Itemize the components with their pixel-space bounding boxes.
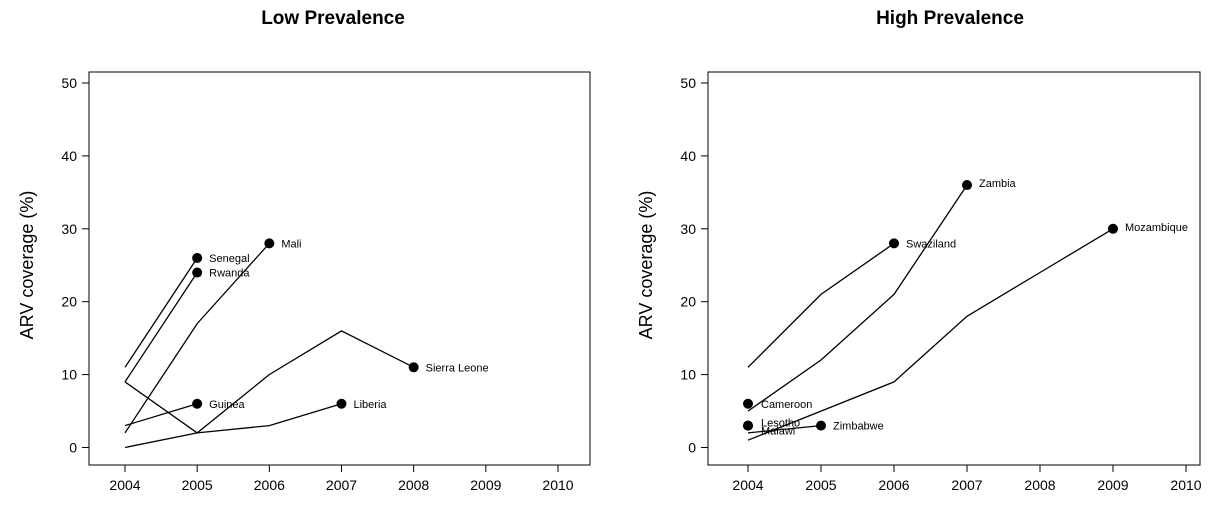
y-axis-label: ARV coverage (%) [17,191,37,340]
x-tick-label: 2008 [1024,477,1055,493]
series-endpoint [192,398,203,409]
series-endpoint [408,362,419,373]
series-line [124,257,198,368]
series-line [747,184,968,412]
series-label: Rwanda [209,268,250,280]
x-tick-label: 2004 [732,477,763,493]
y-tick-label: 50 [61,75,77,91]
series-endpoint [889,238,899,249]
y-tick-label: 0 [688,440,696,456]
series-endpoint [336,398,347,409]
x-tick-label: 2009 [470,477,501,493]
chart-title: High Prevalence [876,8,1024,29]
series-label: Mozambique [1125,222,1188,234]
series-line [124,403,342,449]
series-endpoint [192,252,203,263]
series-label: Swaziland [906,238,956,250]
series-label: Senegal [209,253,249,265]
y-axis-label: ARV coverage (%) [636,191,656,340]
y-tick-label: 10 [61,367,77,383]
x-tick-label: 2005 [182,477,213,493]
x-tick-label: 2004 [109,477,140,493]
chart-low-prevalence: Low Prevalence ARV coverage (%) 2004 2005… [17,8,591,493]
series-endpoint [264,238,275,249]
series-endpoint [743,420,753,431]
series-line [747,424,822,434]
series-line [124,330,414,434]
x-tick-label: 2006 [878,477,909,493]
y-tick-label: 30 [680,221,696,237]
x-tick-label: 2006 [254,477,285,493]
series-endpoint [962,180,972,191]
y-tick-label: 30 [61,221,77,237]
y-tick-label: 20 [680,294,696,310]
series-endpoint [816,420,826,431]
series-endpoint [1108,223,1118,234]
series-label: Mali [281,238,301,250]
x-tick-label: 2009 [1097,477,1128,493]
y-tick-label: 0 [69,440,77,456]
chart-high-prevalence: High Prevalence ARV coverage (%) 2004 200… [636,8,1202,493]
chart-title: Low Prevalence [261,8,405,29]
x-tick-label: 2007 [326,477,357,493]
series-label: Zambia [979,178,1017,190]
series-label: Lesotho [761,418,800,430]
y-tick-label: 20 [61,294,77,310]
x-tick-label: 2010 [1170,477,1201,493]
y-tick-label: 40 [680,148,696,164]
series-line [747,242,895,368]
series-endpoint [192,267,203,278]
series-endpoint [743,398,753,409]
x-tick-label: 2010 [542,477,573,493]
series-line [124,242,270,434]
series-line [124,403,198,427]
y-tick-label: 50 [680,75,696,91]
series-line [747,228,1114,441]
series-label: Cameroon [761,399,812,411]
series-label: Zimbabwe [833,421,884,433]
series-label: Sierra Leone [426,362,489,374]
x-tick-label: 2007 [951,477,982,493]
series-label: Liberia [354,399,388,411]
series-line [124,272,198,383]
x-tick-label: 2005 [805,477,836,493]
y-tick-label: 40 [61,148,77,164]
x-tick-label: 2008 [398,477,429,493]
y-tick-label: 10 [680,367,696,383]
